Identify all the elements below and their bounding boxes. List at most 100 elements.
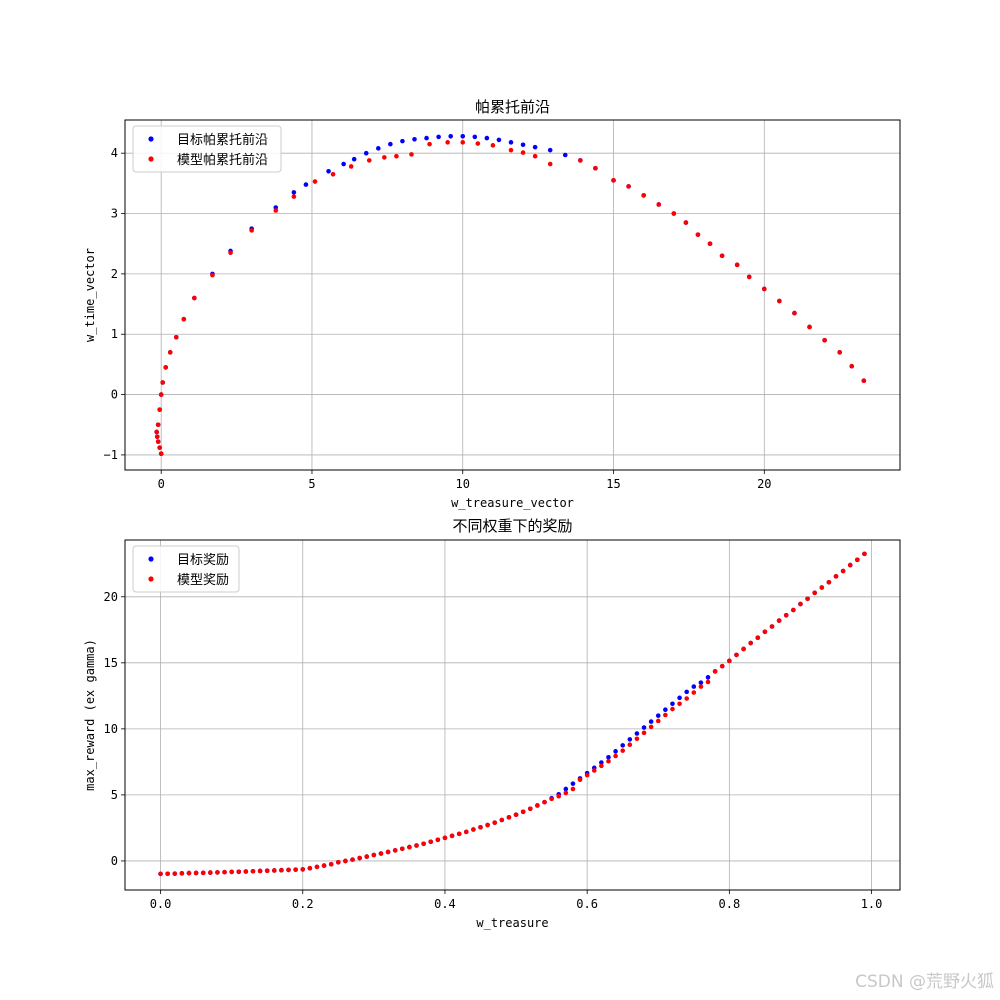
model-point <box>656 202 662 207</box>
model-point <box>348 164 354 169</box>
legend: 目标帕累托前沿 模型帕累托前沿 <box>132 125 282 173</box>
model-point <box>535 803 540 808</box>
target-point <box>508 140 514 145</box>
model-point <box>792 310 797 316</box>
model-point <box>330 172 336 177</box>
model-point <box>807 324 812 330</box>
model-point <box>727 658 732 664</box>
model-point <box>648 724 654 730</box>
model-point <box>421 841 426 847</box>
model-point <box>563 790 569 796</box>
legend: 目标奖励 模型奖励 <box>132 545 240 593</box>
target-point <box>326 168 331 174</box>
target-point <box>627 737 633 742</box>
model-point <box>840 568 846 574</box>
model-point <box>549 796 554 802</box>
model-point <box>837 350 842 355</box>
model-point <box>627 742 633 748</box>
target-point <box>648 719 654 724</box>
target-point <box>655 713 661 718</box>
y-tick-label: −1 <box>104 448 118 462</box>
model-point <box>705 679 711 685</box>
model-point <box>663 712 668 718</box>
model-point <box>449 833 455 839</box>
target-point <box>496 137 502 143</box>
model-point <box>492 820 498 825</box>
model-point <box>634 736 640 742</box>
model-point <box>445 140 450 145</box>
model-point <box>382 155 387 160</box>
model-point <box>520 150 526 155</box>
model-point <box>154 429 159 435</box>
model-point <box>350 857 355 862</box>
model-point <box>200 870 206 876</box>
legend-label-target: 目标奖励 <box>177 553 229 568</box>
model-point <box>300 867 306 872</box>
model-point <box>167 350 173 355</box>
model-point <box>435 837 441 843</box>
target-point <box>691 684 697 689</box>
model-point <box>719 253 725 259</box>
model-point <box>229 869 234 875</box>
model-point <box>163 365 169 370</box>
model-point <box>542 799 547 805</box>
model-point <box>228 250 233 256</box>
x-axis-label: w_treasure <box>476 916 548 930</box>
model-point <box>336 859 341 865</box>
model-point <box>761 286 767 292</box>
y-tick-label: 1 <box>111 327 118 341</box>
target-point <box>606 754 611 760</box>
model-point <box>826 579 832 585</box>
model-point <box>776 618 782 623</box>
model-point <box>279 867 284 873</box>
model-point <box>293 867 298 872</box>
target-point <box>670 701 675 707</box>
model-point <box>158 871 163 877</box>
model-point <box>611 178 616 183</box>
model-point <box>312 179 318 184</box>
model-point <box>155 439 161 444</box>
model-point <box>741 646 746 652</box>
model-point <box>513 812 519 818</box>
model-point <box>158 392 164 397</box>
model-point <box>409 152 414 157</box>
target-point <box>460 133 466 139</box>
y-tick-label: 15 <box>104 656 118 670</box>
axis-ticks: 0.0 0.2 0.4 0.6 0.8 1.0 0 5 10 15 20 <box>104 590 883 911</box>
x-tick-label: 1.0 <box>861 897 883 911</box>
model-point <box>414 843 419 848</box>
data-points <box>158 551 867 877</box>
model-point <box>748 640 753 646</box>
x-axis-label: w_treasure_vector <box>451 496 574 510</box>
legend-label-model: 模型奖励 <box>177 573 229 588</box>
target-point <box>562 152 568 158</box>
model-point <box>506 815 512 820</box>
model-point <box>677 701 682 707</box>
x-tick-label: 10 <box>456 477 470 491</box>
target-point <box>484 135 490 141</box>
model-point <box>160 380 165 385</box>
model-point <box>626 184 631 189</box>
model-point <box>606 758 611 764</box>
target-point <box>641 725 647 730</box>
model-point <box>670 706 675 712</box>
model-point <box>157 445 162 450</box>
model-point <box>707 241 713 247</box>
model-point <box>172 871 178 876</box>
model-point <box>343 858 348 864</box>
target-point <box>677 695 682 701</box>
model-point <box>366 158 372 163</box>
model-point <box>695 232 701 237</box>
model-point <box>463 829 469 835</box>
model-point <box>186 870 192 876</box>
model-point <box>791 607 796 613</box>
model-point <box>364 854 370 859</box>
model-point <box>158 451 164 457</box>
target-point <box>547 147 553 153</box>
model-point <box>407 844 412 850</box>
model-point <box>691 690 697 695</box>
watermark: CSDN @荒野火狐 <box>855 972 994 992</box>
target-point <box>363 150 369 156</box>
chart-title: 帕累托前沿 <box>475 98 550 116</box>
target-point <box>436 134 441 140</box>
